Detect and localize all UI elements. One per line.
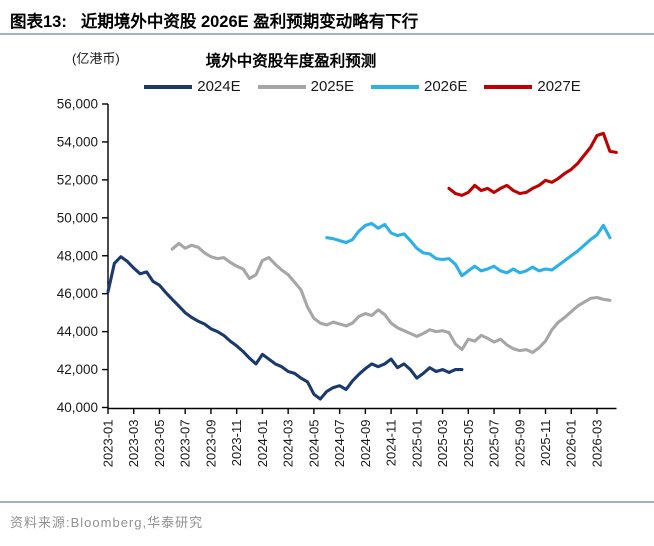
x-tick-label: 2025-03 xyxy=(435,420,450,468)
footer-divider xyxy=(0,501,654,503)
x-tick-label: 2025-09 xyxy=(512,420,527,468)
x-tick-label: 2024-11 xyxy=(384,420,399,467)
x-tick-label: 2023-07 xyxy=(178,420,193,468)
y-tick-label: 56,000 xyxy=(57,97,98,112)
legend-item-2024e: 2024E xyxy=(144,78,241,95)
x-tick-label: 2023-01 xyxy=(101,420,116,468)
y-tick-label: 44,000 xyxy=(57,324,98,339)
chart-legend: 2024E 2025E 2026E 2027E xyxy=(108,78,617,95)
legend-label: 2026E xyxy=(424,78,468,95)
source-note: 资料来源:Bloomberg,华泰研究 xyxy=(10,515,204,530)
figure-header: 图表13: 近期境外中资股 2026E 盈利预期变动略有下行 xyxy=(10,8,418,32)
figure-title: 近期境外中资股 2026E 盈利预期变动略有下行 xyxy=(80,13,419,31)
x-tick-label: 2025-05 xyxy=(461,419,476,467)
x-tick-label: 2024-07 xyxy=(332,420,347,468)
legend-label: 2025E xyxy=(310,78,354,95)
y-tick-label: 46,000 xyxy=(57,286,98,301)
y-tick-label: 42,000 xyxy=(57,362,98,377)
legend-swatch-2027e xyxy=(484,84,533,89)
legend-label: 2027E xyxy=(537,78,581,95)
y-tick-label: 48,000 xyxy=(57,248,98,263)
x-tick-label: 2023-11 xyxy=(229,420,244,467)
y-tick-label: 52,000 xyxy=(57,172,98,187)
legend-swatch-2026e xyxy=(371,84,419,89)
y-tick-label: 54,000 xyxy=(57,134,98,149)
legend-swatch-2024e xyxy=(144,84,193,89)
x-tick-label: 2026-03 xyxy=(589,420,604,468)
series-line-2027e xyxy=(447,131,618,197)
x-tick-label: 2023-05 xyxy=(152,420,167,468)
legend-item-2027e: 2027E xyxy=(484,78,581,95)
legend-label: 2024E xyxy=(197,78,241,95)
legend-item-2025e: 2025E xyxy=(257,78,354,95)
y-axis-unit-label: (亿港币) xyxy=(72,51,120,66)
series-line-2026e xyxy=(325,221,612,278)
legend-item-2026e: 2026E xyxy=(371,78,467,95)
x-tick-label: 2024-05 xyxy=(306,420,321,468)
figure-number: 图表13: xyxy=(10,13,67,31)
y-tick-label: 50,000 xyxy=(57,210,98,225)
legend-swatch-2025e xyxy=(257,84,306,89)
x-tick-label: 2024-01 xyxy=(255,420,270,468)
x-tick-label: 2025-07 xyxy=(487,420,502,468)
x-tick-label: 2024-09 xyxy=(358,420,373,468)
chart-title: 境外中资股年度盈利预测 xyxy=(205,53,377,70)
x-tick-label: 2023-03 xyxy=(126,420,141,468)
x-tick-label: 2024-03 xyxy=(281,420,296,468)
series-line-2024e xyxy=(106,255,464,401)
header-divider xyxy=(0,33,654,35)
x-tick-label: 2025-01 xyxy=(409,420,424,468)
y-tick-label: 40,000 xyxy=(57,400,98,415)
x-tick-label: 2023-09 xyxy=(203,420,218,468)
x-tick-label: 2026-01 xyxy=(564,420,579,468)
x-tick-label: 2025-11 xyxy=(538,420,553,467)
series-line-2025e xyxy=(170,241,612,355)
